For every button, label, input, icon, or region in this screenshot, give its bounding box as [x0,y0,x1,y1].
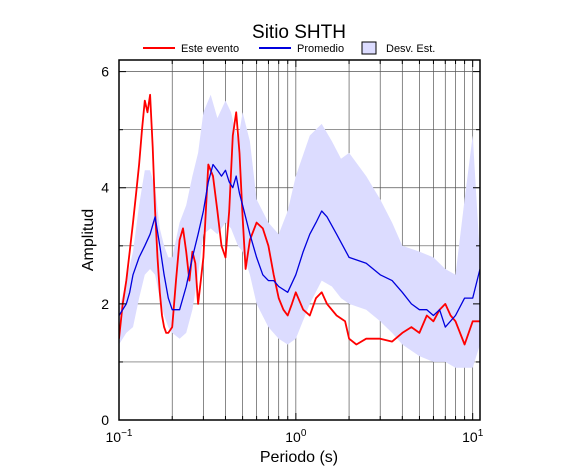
series-este-evento [119,93,480,346]
legend-label: Este evento [181,43,239,55]
y-tick-label: 4 [101,180,109,196]
legend-swatch [361,41,377,55]
y-tick-label: 2 [101,296,109,312]
plot-area [119,93,480,368]
legend-label: Desv. Est. [386,43,435,55]
axis-ticks: 0 2 4 6 10−1 100 101 [101,60,484,445]
y-tick-label: 0 [101,412,109,428]
plot-frame [118,59,481,421]
x-tick-label: 100 [285,428,307,445]
x-axis-label: Periodo (s) [260,449,338,466]
chart-title: Sitio SHTH [252,22,346,43]
x-tick-label: 10−1 [106,428,133,445]
legend: Este evento Promedio Desv. Est. [143,41,435,55]
y-tick-label: 6 [101,64,109,80]
std-dev-band [119,94,480,368]
x-tick-label: 101 [462,428,484,445]
y-axis-label: Amplitud [80,209,97,271]
series-promedio [119,163,480,328]
legend-label: Promedio [297,43,344,55]
